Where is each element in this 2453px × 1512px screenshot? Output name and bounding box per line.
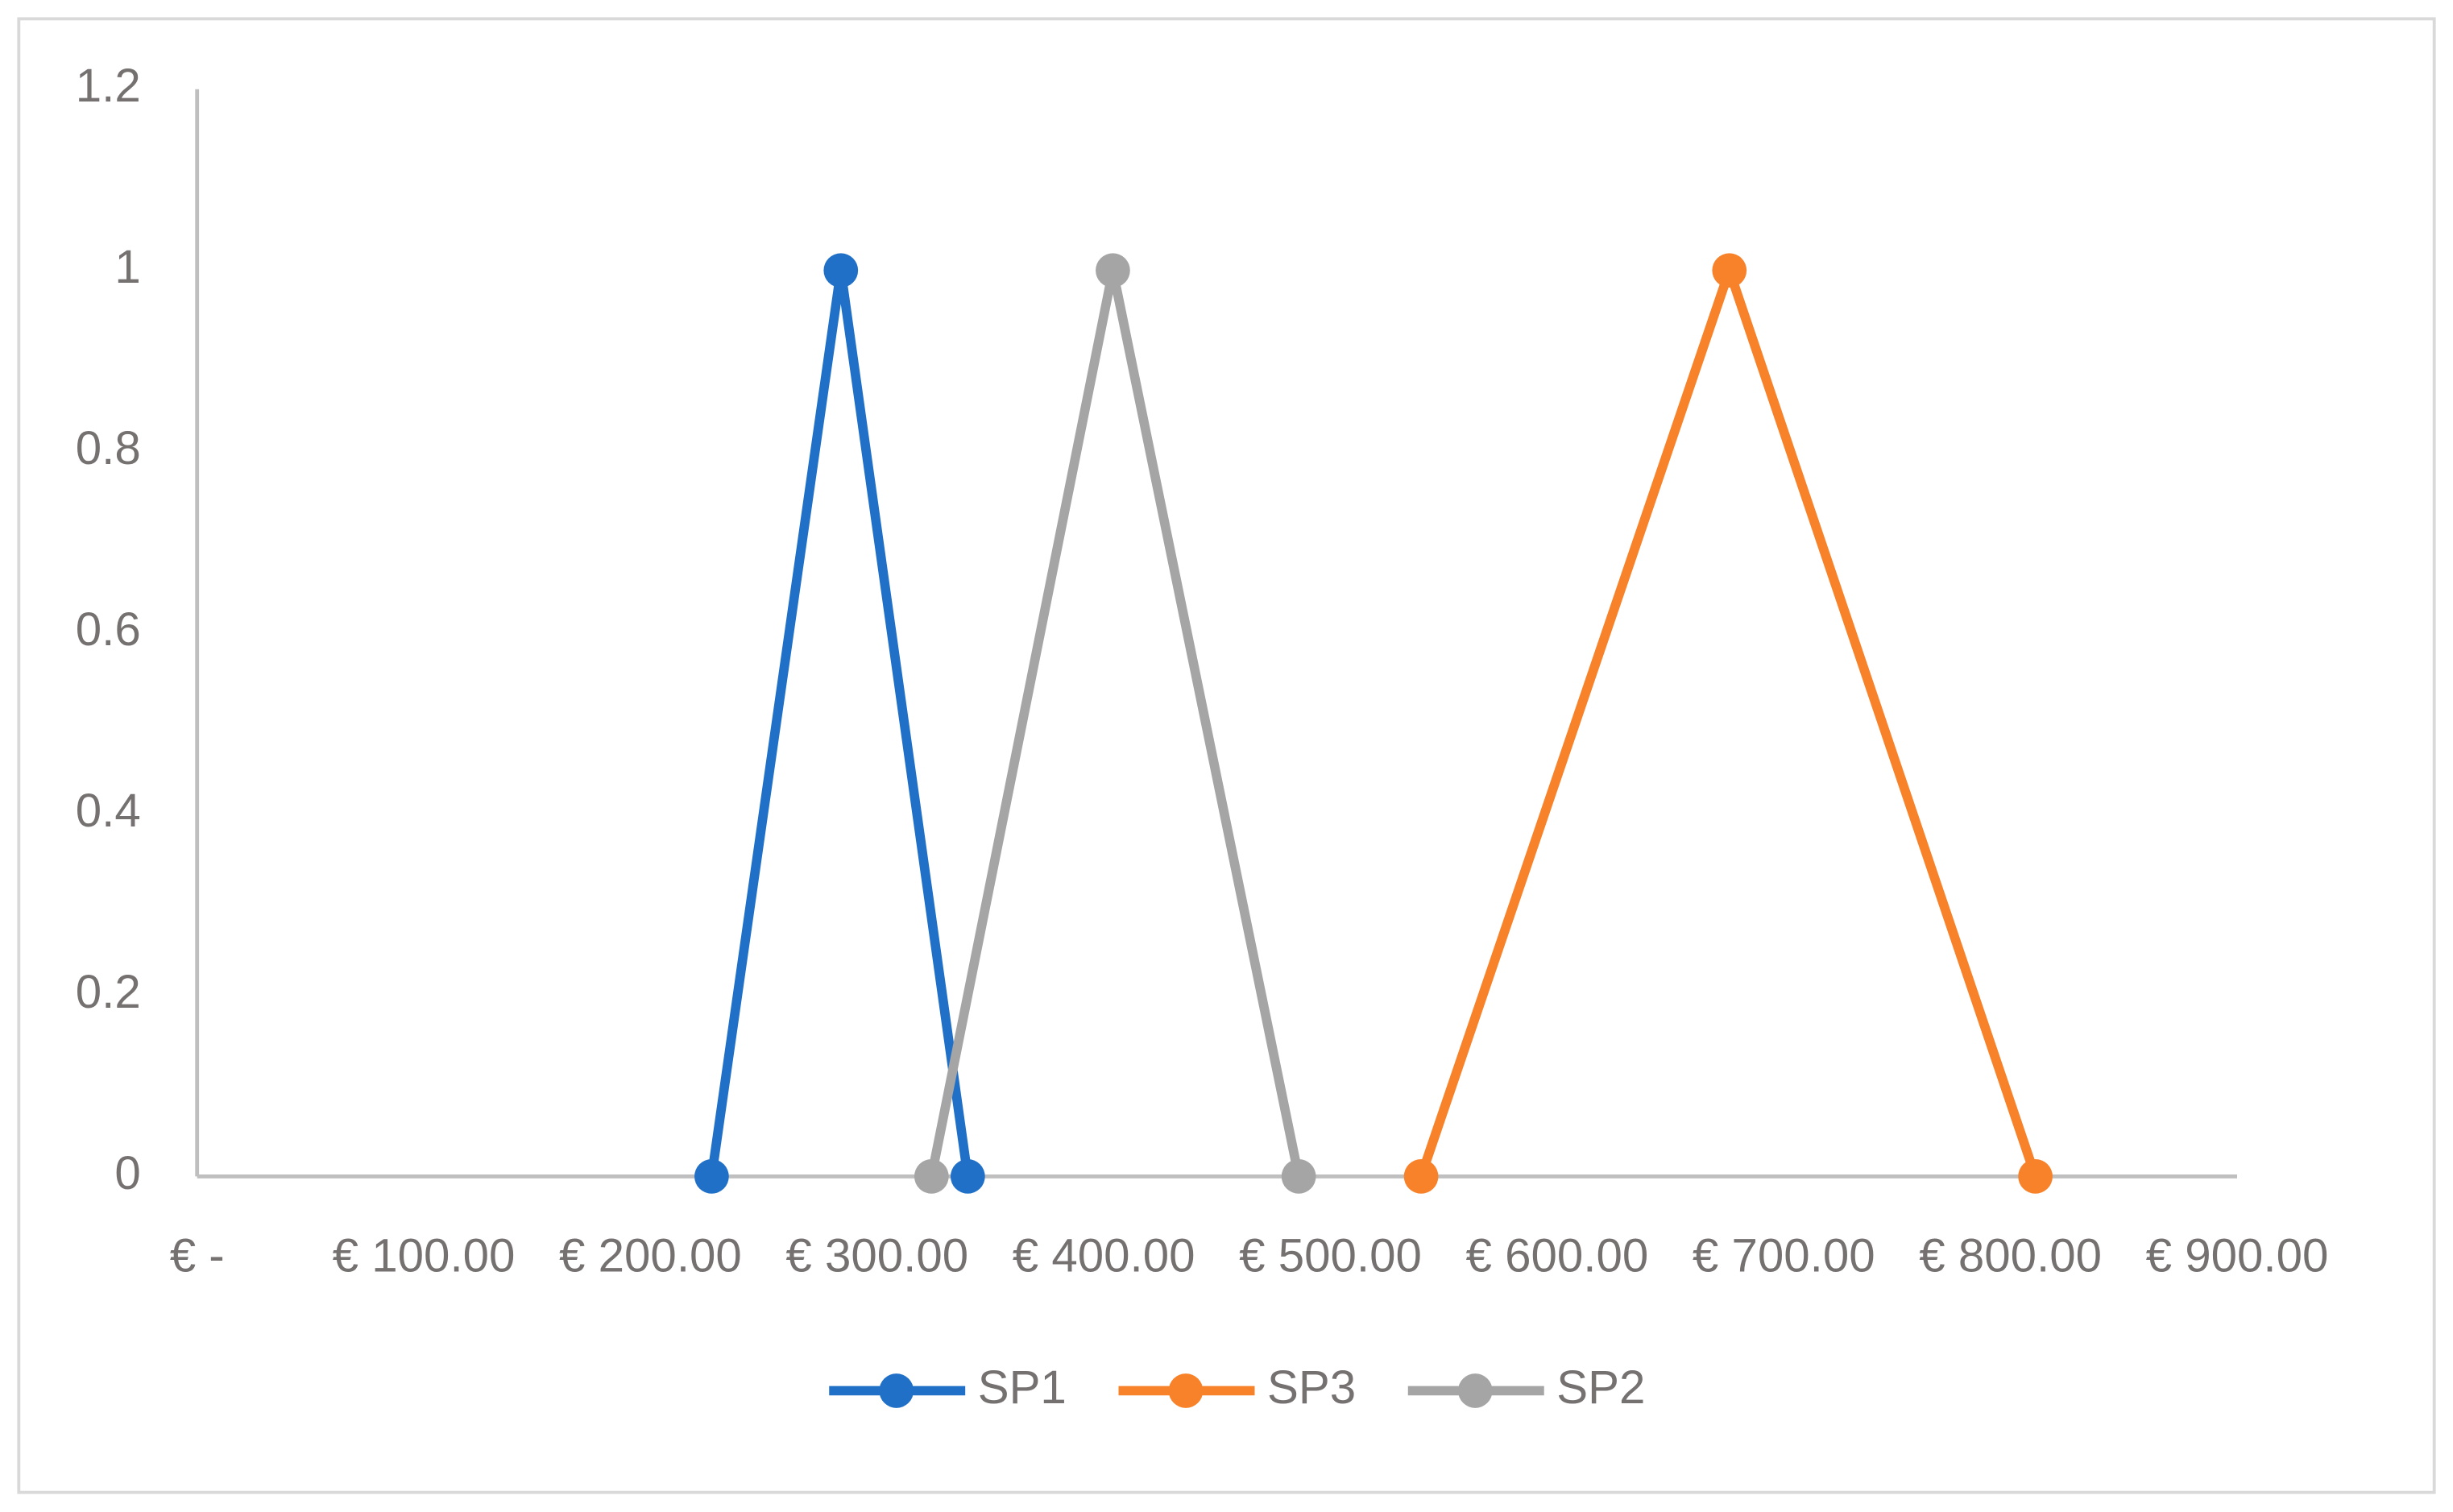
x-tick-label: € 100.00 — [333, 1230, 516, 1282]
point — [1403, 1159, 1439, 1194]
x-tick-label: € 700.00 — [1693, 1230, 1875, 1282]
y-tick-label: 0.4 — [76, 785, 141, 837]
point — [950, 1159, 985, 1194]
x-tick-label: € 900.00 — [2146, 1230, 2329, 1282]
x-tick-label: € 400.00 — [1013, 1230, 1195, 1282]
chart-border — [17, 17, 2436, 1494]
legend-label: SP1 — [978, 1361, 1067, 1414]
point — [1096, 253, 1130, 288]
legend-marker — [879, 1373, 914, 1408]
x-tick-label: € - — [170, 1230, 225, 1282]
legend-marker — [1168, 1373, 1204, 1408]
y-tick-label: 1 — [114, 241, 140, 293]
point — [2018, 1159, 2053, 1194]
y-tick-label: 0.6 — [76, 603, 141, 656]
y-tick-label: 0.8 — [76, 422, 141, 474]
point — [914, 1159, 949, 1194]
point — [694, 1159, 729, 1194]
point — [1281, 1159, 1316, 1194]
x-tick-label: € 600.00 — [1466, 1230, 1649, 1282]
x-tick-label: € 800.00 — [1919, 1230, 2102, 1282]
point — [823, 253, 859, 288]
y-tick-label: 0 — [114, 1147, 140, 1199]
point — [1712, 253, 1747, 288]
x-tick-label: € 500.00 — [1239, 1230, 1422, 1282]
legend-label: SP2 — [1556, 1361, 1645, 1414]
legend-label: SP3 — [1267, 1361, 1356, 1414]
y-tick-label: 1.2 — [76, 60, 141, 112]
x-tick-label: € 300.00 — [785, 1230, 968, 1282]
legend-marker — [1457, 1373, 1493, 1408]
y-tick-label: 0.2 — [76, 966, 141, 1018]
x-tick-label: € 200.00 — [559, 1230, 742, 1282]
